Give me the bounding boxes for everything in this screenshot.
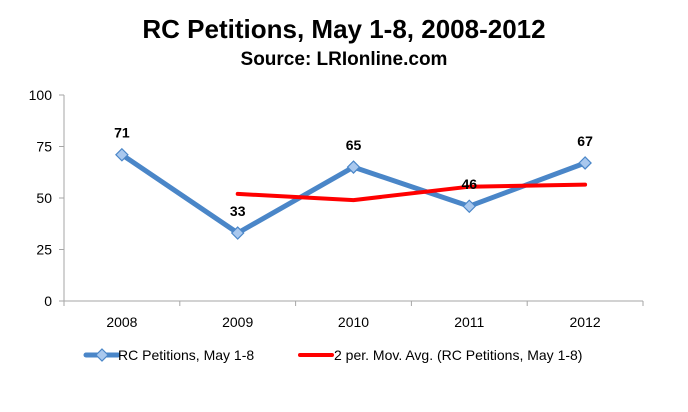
data-point-marker [346, 160, 361, 174]
series-line-moving-average [235, 182, 588, 203]
data-labels: 71 33 65 46 67 [114, 125, 593, 219]
legend-item: RC Petitions, May 1-8 [83, 347, 254, 363]
y-tick-label: 75 [36, 139, 52, 155]
x-tick-label: 2008 [106, 314, 137, 330]
y-tick-label: 100 [29, 87, 53, 103]
y-tick-label: 0 [44, 293, 52, 309]
legend: RC Petitions, May 1-8 2 per. Mov. Avg. (R… [83, 347, 582, 363]
x-tick-label: 2010 [338, 314, 369, 330]
data-point-marker [462, 199, 477, 214]
data-label: 46 [462, 176, 478, 192]
x-tick-label: 2012 [570, 314, 601, 330]
series-layer [115, 147, 592, 240]
legend-label: 2 per. Mov. Avg. (RC Petitions, May 1-8) [334, 347, 582, 363]
x-tick-label: 2009 [222, 314, 253, 330]
y-tick-label: 50 [36, 190, 52, 206]
y-tick-label: 25 [36, 242, 52, 258]
axes: 0 25 50 75 100 2008 2009 2010 2011 2012 [29, 87, 644, 330]
data-label: 67 [577, 133, 593, 149]
data-point-marker [578, 156, 592, 170]
legend-swatch-marker [95, 348, 109, 362]
data-label: 65 [346, 137, 362, 153]
legend-item: 2 per. Mov. Avg. (RC Petitions, May 1-8) [298, 347, 582, 363]
data-point-marker [230, 226, 245, 240]
legend-label: RC Petitions, May 1-8 [118, 347, 254, 363]
data-label: 71 [114, 125, 130, 141]
data-point-marker [115, 147, 129, 162]
x-tick-label: 2011 [454, 314, 484, 330]
data-label: 33 [230, 203, 246, 219]
chart-subtitle: Source: LRIonline.com [240, 49, 448, 70]
chart-title: RC Petitions, May 1-8, 2008-2012 [142, 14, 546, 44]
